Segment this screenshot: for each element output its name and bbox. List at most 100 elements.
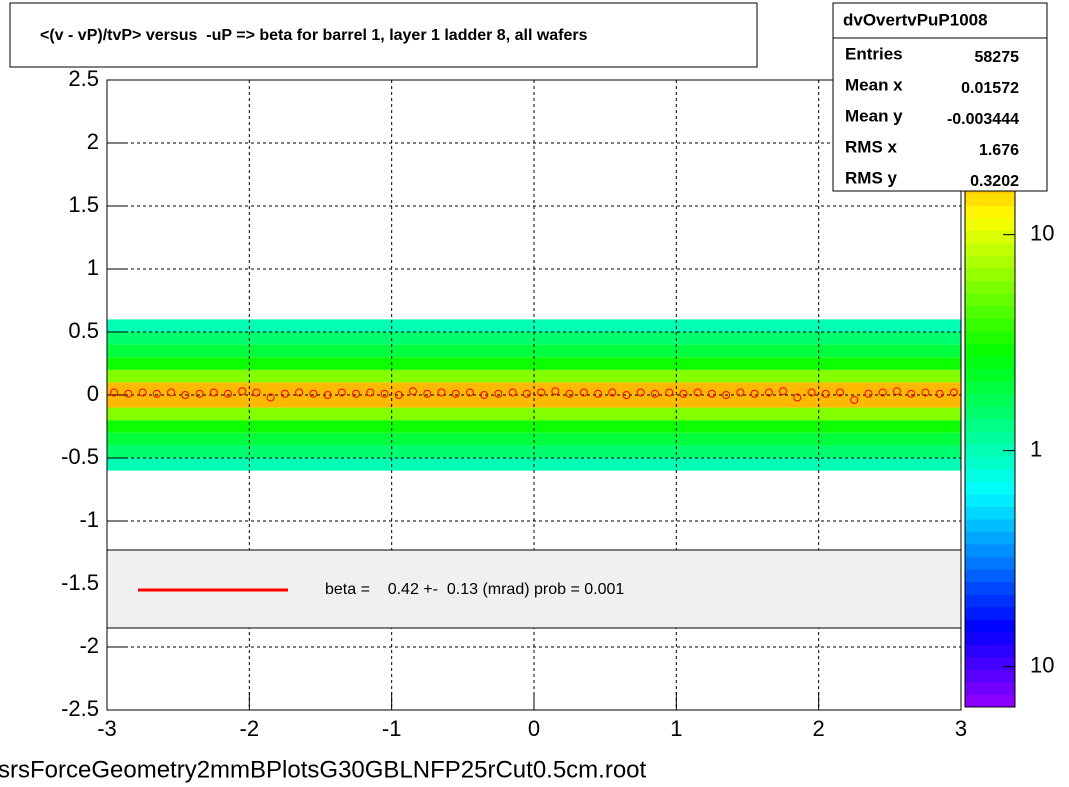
colorbar-step <box>965 293 1015 307</box>
title-box <box>9 2 758 68</box>
profile-point <box>465 388 474 397</box>
profile-point <box>864 389 873 398</box>
colorbar-step <box>965 606 1015 620</box>
stats-value: 0.3202 <box>970 173 1019 190</box>
y-tick-label: -1 <box>79 507 99 532</box>
profile-point <box>793 393 802 402</box>
stats-value: 0.01572 <box>961 80 1019 97</box>
colorbar-step <box>965 443 1015 457</box>
z-tick-label: 1 <box>1030 436 1042 461</box>
profile-point <box>707 389 716 398</box>
profile-point <box>750 389 759 398</box>
profile-point <box>480 391 489 399</box>
colorbar-step <box>965 393 1015 407</box>
stats-label: Mean x <box>845 75 903 94</box>
colorbar-step <box>965 368 1015 382</box>
colorbar-step <box>965 681 1015 695</box>
profile-point <box>522 389 531 398</box>
legend-label: beta = 0.42 +- 0.13 (mrad) prob = 0.001 <box>325 581 624 598</box>
x-tick-label: 2 <box>813 716 825 741</box>
profile-point <box>223 389 232 398</box>
y-tick-label: -1.5 <box>61 570 99 595</box>
colorbar-step <box>965 556 1015 570</box>
colorbar-step <box>965 217 1015 231</box>
profile-point <box>494 389 503 398</box>
x-tick-label: -3 <box>97 716 117 741</box>
profile-point <box>152 389 161 398</box>
stats-value: 58275 <box>975 49 1020 66</box>
colorbar-step <box>965 456 1015 470</box>
profile-point <box>921 388 930 397</box>
profile-point <box>209 388 218 397</box>
footer: srsForceGeometry2mmBPlotsG30GBLNFP25rCut… <box>0 756 647 783</box>
colorbar-step <box>965 280 1015 294</box>
colorbar-step <box>965 631 1015 645</box>
profile-point <box>650 389 659 398</box>
profile-point <box>323 391 332 399</box>
stats-value: -0.003444 <box>947 111 1019 128</box>
profile-point <box>551 387 560 396</box>
colorbar-step <box>965 656 1015 670</box>
profile-point <box>451 389 460 398</box>
chart-title: <(v - vP)/tvP> versus -uP => beta for ba… <box>40 27 588 44</box>
colorbar-step <box>965 619 1015 633</box>
profile-point <box>764 388 773 397</box>
colorbar-step <box>965 669 1015 683</box>
profile-point <box>779 387 788 396</box>
profile-point <box>238 387 247 396</box>
profile-point <box>295 388 304 397</box>
profile-point <box>394 391 403 399</box>
colorbar-step <box>965 569 1015 583</box>
profile-point <box>437 388 446 397</box>
y-tick-label: -2.5 <box>61 696 99 721</box>
colorbar-step <box>965 343 1015 357</box>
x-tick-label: -2 <box>240 716 260 741</box>
profile-point <box>693 388 702 397</box>
colorbar-step <box>965 230 1015 244</box>
profile-point <box>352 389 361 398</box>
profile-point <box>110 388 119 397</box>
colorbar-step <box>965 468 1015 482</box>
z-tick-label: 10 <box>1030 220 1054 245</box>
profile-point <box>309 389 318 398</box>
profile-point <box>665 388 674 397</box>
stats-label: RMS y <box>845 168 898 187</box>
profile-point <box>608 388 617 397</box>
colorbar-step <box>965 481 1015 495</box>
profile-point <box>337 388 346 397</box>
y-tick-label: -0.5 <box>61 444 99 469</box>
stats-label: RMS x <box>845 137 898 156</box>
profile-point <box>124 389 133 398</box>
y-tick-label: 1.5 <box>68 192 99 217</box>
y-tick-label: 2 <box>87 129 99 154</box>
profile-point <box>138 388 147 397</box>
profile-point <box>565 389 574 398</box>
profile-point <box>821 389 830 398</box>
colorbar-step <box>965 431 1015 445</box>
profile-point <box>537 388 546 397</box>
density-row <box>107 420 961 433</box>
stats-label: Mean y <box>845 106 903 125</box>
density-row <box>107 395 961 408</box>
colorbar-step <box>965 255 1015 269</box>
colorbar-step <box>965 192 1015 206</box>
y-tick-label: 0 <box>87 381 99 406</box>
y-tick-label: 1 <box>87 255 99 280</box>
colorbar-step <box>965 243 1015 257</box>
profile-point <box>850 396 859 405</box>
colorbar-step <box>965 318 1015 332</box>
profile-point <box>579 388 588 397</box>
profile-point <box>807 388 816 397</box>
x-tick-label: -1 <box>382 716 402 741</box>
colorbar-step <box>965 531 1015 545</box>
stats-value: 1.676 <box>979 142 1019 159</box>
x-tick-label: 3 <box>955 716 967 741</box>
y-tick-label: -2 <box>79 633 99 658</box>
legend-box <box>106 549 962 629</box>
density-row <box>107 445 961 458</box>
y-tick-label: 2.5 <box>68 66 99 91</box>
colorbar-step <box>965 355 1015 369</box>
profile-point <box>594 389 603 398</box>
colorbar-step <box>965 380 1015 394</box>
colorbar-step <box>965 418 1015 432</box>
